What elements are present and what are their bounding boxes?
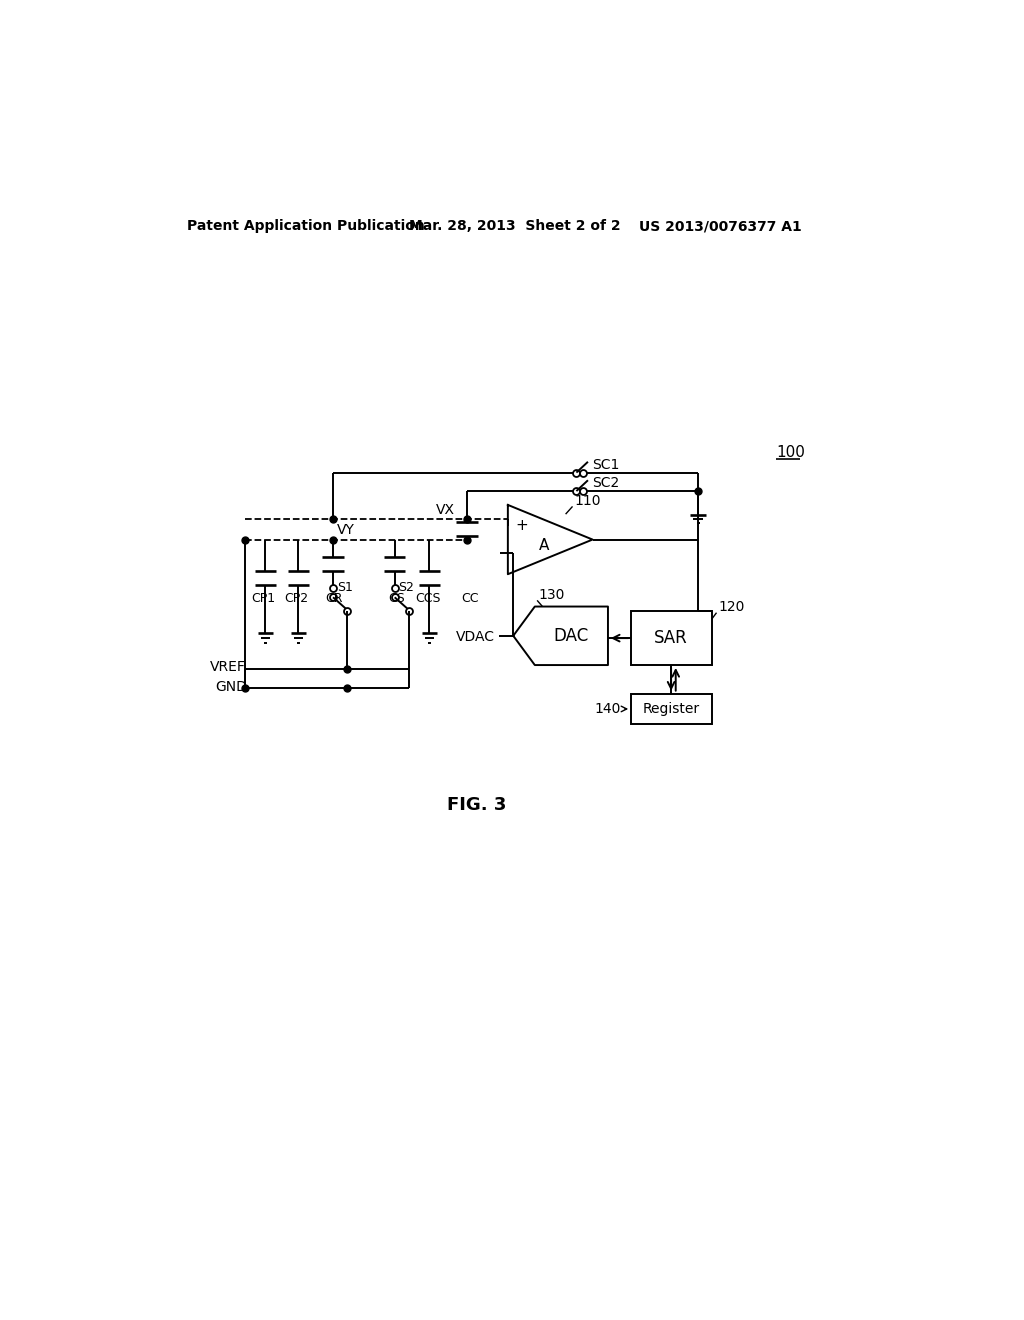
- Text: 100: 100: [776, 445, 805, 461]
- Text: +: +: [515, 519, 528, 533]
- Text: Mar. 28, 2013  Sheet 2 of 2: Mar. 28, 2013 Sheet 2 of 2: [410, 219, 621, 234]
- Text: US 2013/0076377 A1: US 2013/0076377 A1: [639, 219, 802, 234]
- Text: VY: VY: [337, 523, 354, 537]
- Text: S2: S2: [398, 581, 415, 594]
- Text: DAC: DAC: [553, 627, 589, 644]
- Text: A: A: [539, 539, 549, 553]
- Text: 130: 130: [539, 587, 565, 602]
- Text: VDAC: VDAC: [456, 630, 495, 644]
- Text: CP2: CP2: [285, 593, 308, 606]
- Text: CP1: CP1: [252, 593, 275, 606]
- Text: CR: CR: [326, 593, 343, 606]
- Text: VX: VX: [436, 503, 456, 516]
- Text: GND: GND: [215, 680, 247, 693]
- Bar: [631, 611, 712, 665]
- Text: S1: S1: [337, 581, 353, 594]
- Text: Patent Application Publication: Patent Application Publication: [186, 219, 425, 234]
- Text: CS: CS: [388, 593, 406, 606]
- Text: CC: CC: [461, 593, 478, 606]
- Text: VREF: VREF: [210, 660, 246, 675]
- Text: CCS: CCS: [416, 593, 441, 606]
- Text: 120: 120: [718, 601, 744, 614]
- Text: FIG. 3: FIG. 3: [447, 796, 507, 814]
- Text: 110: 110: [574, 494, 601, 508]
- Text: SC2: SC2: [593, 477, 620, 490]
- Text: SAR: SAR: [654, 630, 688, 647]
- Bar: [631, 693, 712, 725]
- Text: SC1: SC1: [593, 458, 620, 471]
- Text: Register: Register: [642, 702, 699, 715]
- Text: 140: 140: [594, 702, 621, 715]
